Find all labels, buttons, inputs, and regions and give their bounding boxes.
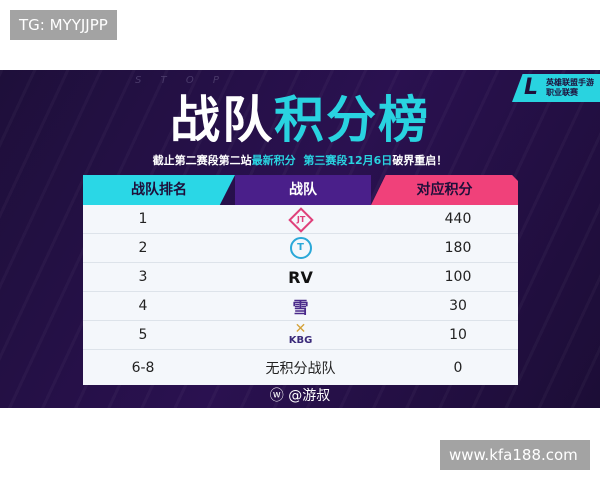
weibo-icon: ⓦ [269,388,289,404]
points: 180 [444,240,472,256]
points: 440 [444,211,472,227]
title-cyan: 积分榜 [274,91,430,149]
team-name: 无积分战队 [265,360,336,377]
points: 30 [449,298,467,314]
rank: 2 [138,240,148,256]
snow-logo-icon: 雪 [292,298,309,317]
table-row: 1 JT 440 [83,205,518,234]
table-row: 3 RV 100 [83,263,518,292]
weibo-credit: ⓦ @游叔 [0,385,600,405]
rank: 4 [138,298,148,314]
points: 0 [453,359,463,376]
header-team: 战队 [235,175,371,205]
stop-text: S T O P [135,75,227,86]
subtitle-a: 截止第二赛段第二站 [152,154,252,167]
subtitle-b: 最新积分 [251,154,296,167]
league-logo: L 英雄联盟手游 职业联赛 [512,74,600,102]
rank: 1 [138,211,148,227]
table-row: 5 ✕ KBG 10 [83,321,518,350]
table-header: 战队排名 战队 对应积分 [83,175,518,205]
header-points: 对应积分 [371,175,518,205]
weibo-handle: @游叔 [288,388,331,404]
page-title: 战队积分榜 [170,92,430,148]
table-row: 4 雪 30 [83,292,518,321]
kbg-logo-icon: ✕ KBG [288,320,313,346]
t-logo-icon: T [289,237,312,259]
rank: 3 [138,269,148,285]
subtitle-c: 第三赛段12月6日 [303,154,393,167]
standings-banner: S T O P L 英雄联盟手游 职业联赛 战队积分榜 截止第二赛段第二站最新积分 … [0,70,600,408]
watermark-top: TG: MYYJJPP [10,10,117,40]
header-rank: 战队排名 [83,175,235,205]
rv-logo-icon: RV [288,267,313,287]
table-row: 6-8 无积分战队 0 [83,350,518,385]
subtitle-d: 破界重启！ [392,154,448,167]
standings-table: 战队排名 战队 对应积分 1 JT 440 2 T 180 3 RV 100 4 雪 30 5 ✕… [83,175,518,385]
subtitle: 截止第二赛段第二站最新积分 第三赛段12月6日破界重启！ [0,152,600,168]
watermark-bottom: www.kfa188.com [440,440,590,470]
rank: 5 [138,327,148,343]
rank: 6-8 [131,359,155,376]
jt-logo-icon: JT [287,206,314,233]
points: 100 [444,269,472,285]
title-white: 战队 [170,91,274,149]
points: 10 [449,327,467,343]
table-row: 2 T 180 [83,234,518,263]
